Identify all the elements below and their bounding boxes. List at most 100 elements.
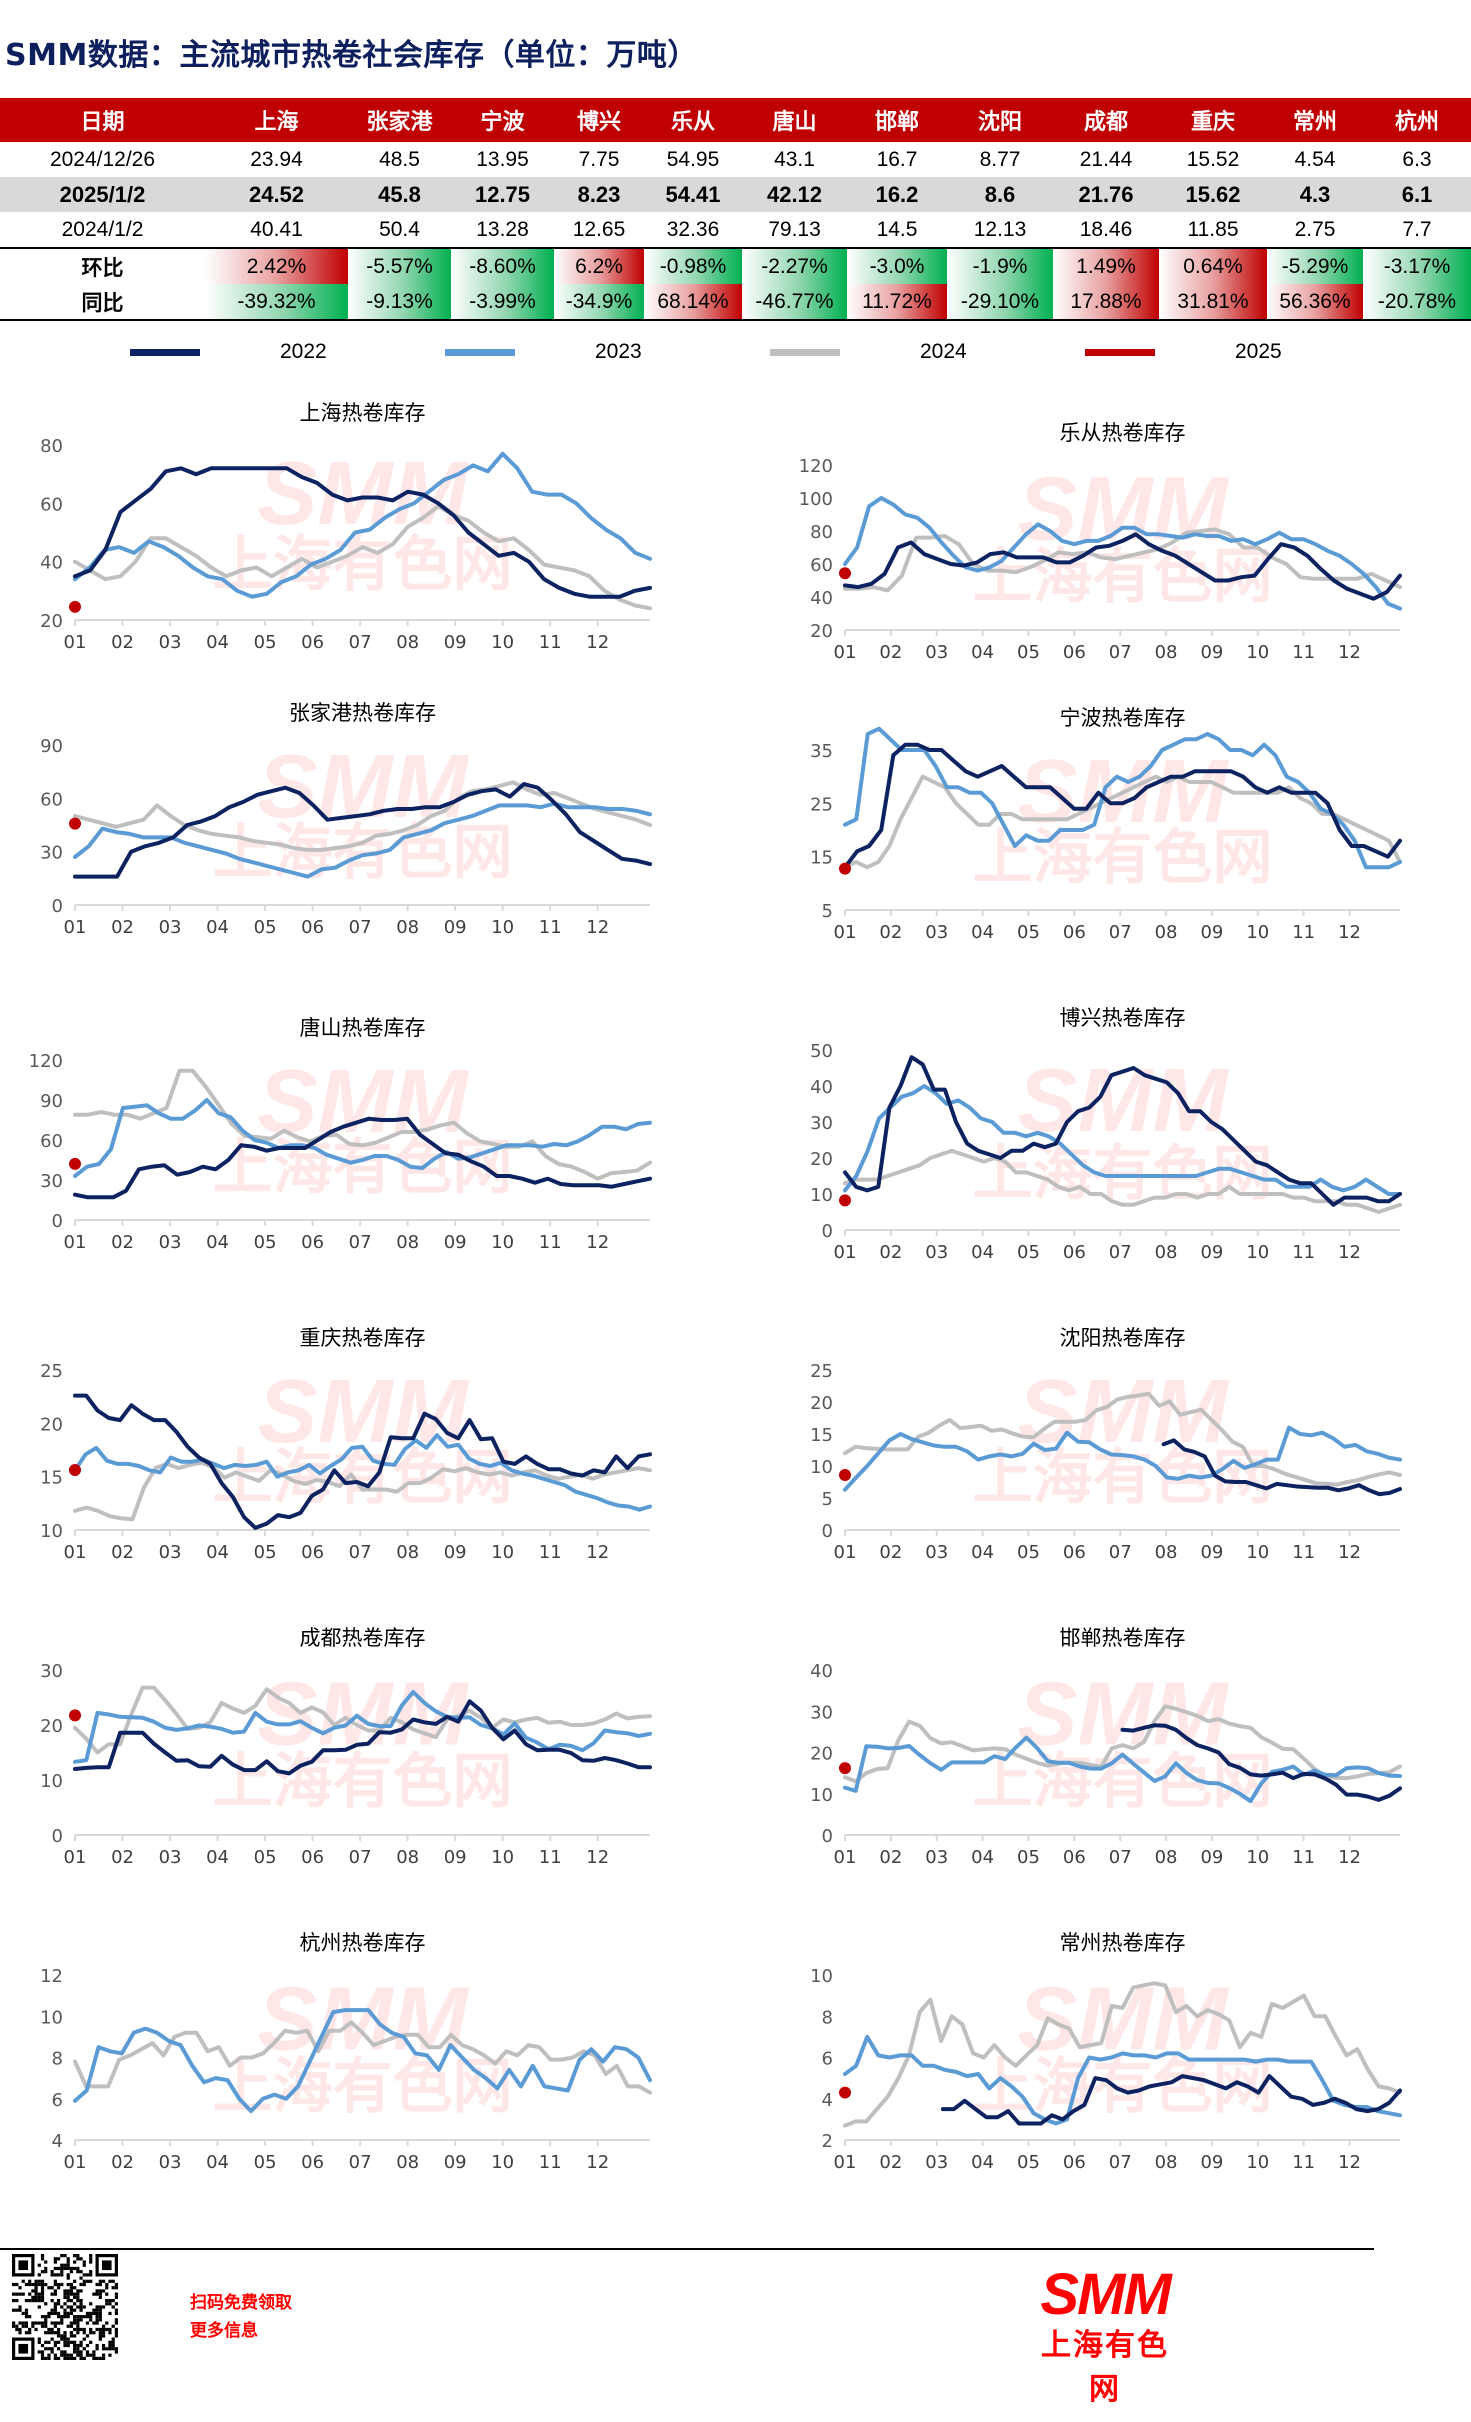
y-tick-label: 25 [40, 1361, 63, 1382]
legend-label: 2022 [280, 340, 327, 363]
x-tick-label: 04 [971, 922, 994, 943]
y-tick-label: 20 [40, 1716, 63, 1737]
x-tick-label: 11 [1292, 642, 1315, 663]
smm-logo: SMM 上海有色网 [1030, 2266, 1180, 2408]
watermark-cn: 上海有色网 [213, 2053, 513, 2120]
x-tick-label: 07 [349, 2152, 372, 2173]
column-header-city: 唐山 [742, 98, 847, 142]
series-line-2024 [73, 504, 652, 611]
table-row: 2025/1/2 24.52 45.8 12.75 8.23 54.41 42.12 16.2… [0, 177, 1471, 212]
x-tick-label: 06 [301, 1232, 324, 1253]
inventory-value: 6.1 [1363, 177, 1471, 212]
y-tick-label: 30 [40, 843, 63, 864]
inventory-value: 4.3 [1267, 177, 1363, 212]
series-point-2025 [839, 1468, 851, 1481]
series-line-2022 [73, 782, 652, 879]
change-value: 17.88% [1053, 284, 1159, 321]
x-tick-label: 01 [64, 1232, 87, 1253]
x-tick-label: 08 [396, 917, 419, 938]
y-tick-label: 15 [40, 1468, 63, 1489]
y-tick-label: 10 [810, 1785, 833, 1806]
y-tick-label: 120 [29, 1051, 63, 1072]
y-tick-label: 4 [52, 2131, 63, 2152]
y-tick-label: 20 [810, 1393, 833, 1414]
column-header-city: 杭州 [1363, 98, 1471, 142]
series-line-2024 [73, 1068, 652, 1181]
series-line-2024 [843, 1704, 1402, 1784]
legend-item-2023: 2023 [445, 340, 642, 364]
x-tick-label: 04 [206, 917, 229, 938]
column-header-city: 上海 [205, 98, 348, 142]
table-row: 2024/1/2 40.41 50.4 13.28 12.65 32.36 79.13 14.… [0, 212, 1471, 249]
chart-title: 成都热卷库存 [300, 1626, 426, 1650]
series-line-2022 [73, 466, 652, 599]
x-tick-label: 11 [1292, 1542, 1315, 1563]
x-tick-label: 09 [1200, 2152, 1223, 2173]
y-tick-label: 30 [810, 1113, 833, 1134]
x-tick-label: 11 [1292, 1242, 1315, 1263]
x-tick-label: 11 [539, 2152, 562, 2173]
y-tick-label: 90 [40, 736, 63, 757]
x-tick-label: 03 [159, 917, 182, 938]
x-tick-label: 12 [586, 1232, 609, 1253]
chart-1: 乐从热卷库存 SMM 上海有色网 20 40 60 80 100 120 01 02 03 04 05 06… [790, 415, 1410, 670]
series-line-2022 [73, 1116, 652, 1200]
series-line-2023 [843, 2034, 1402, 2126]
x-tick-label: 07 [349, 1847, 372, 1868]
x-tick-label: 02 [879, 1542, 902, 1563]
y-tick-label: 10 [810, 1966, 833, 1987]
x-tick-label: 10 [1246, 642, 1269, 663]
x-tick-label: 08 [1155, 1242, 1178, 1263]
x-tick-label: 08 [396, 2152, 419, 2173]
watermark-smm: SMM [258, 1664, 470, 1764]
table-header-row: 日期 上海 张家港 宁波 博兴 乐从 唐山 邯郸 沈阳 成都 重庆 常州 杭州 [0, 98, 1471, 142]
x-tick-label: 12 [586, 917, 609, 938]
y-tick-label: 40 [810, 1661, 833, 1682]
change-value: -3.17% [1363, 248, 1471, 284]
y-tick-label: 120 [799, 456, 833, 477]
x-tick-label: 10 [491, 917, 514, 938]
column-header-city: 张家港 [348, 98, 451, 142]
change-value: 11.72% [847, 284, 947, 321]
y-tick-label: 10 [40, 2007, 63, 2028]
chart-0: 上海热卷库存 SMM 上海有色网 20 40 60 80 01 02 03 04 05 06 07 08 09… [20, 395, 660, 660]
series-line-2024 [73, 1460, 652, 1522]
inventory-value: 8.77 [979, 147, 1021, 171]
y-tick-label: 0 [52, 1826, 63, 1847]
series-line-2024 [843, 774, 1402, 870]
x-tick-label: 12 [1338, 2152, 1361, 2173]
x-tick-label: 09 [444, 632, 467, 653]
x-tick-label: 03 [925, 1847, 948, 1868]
row-date: 2024/1/2 [0, 212, 205, 249]
y-tick-label: 6 [822, 2049, 833, 2070]
change-value: -2.27% [742, 248, 847, 284]
x-tick-label: 10 [1246, 1242, 1269, 1263]
x-tick-label: 06 [1063, 1847, 1086, 1868]
x-tick-label: 12 [586, 632, 609, 653]
series-line-2024 [73, 1685, 652, 1755]
inventory-value: 54.95 [666, 147, 720, 171]
x-tick-label: 07 [1109, 1242, 1132, 1263]
page-title: SMM数据：主流城市热卷社会库存（单位：万吨） [5, 38, 698, 73]
series-line-2022 [843, 532, 1402, 601]
inventory-value: 12.13 [947, 212, 1053, 249]
series-line-2024 [843, 1391, 1402, 1487]
y-tick-label: 5 [822, 901, 833, 922]
watermark-smm: SMM [258, 444, 470, 544]
column-header-city: 重庆 [1159, 98, 1267, 142]
yoy-change-row: 同比 -39.32% -9.13% -3.99% -34.9% 68.14% -46.77%… [0, 284, 1471, 321]
y-tick-label: 20 [810, 1149, 833, 1170]
watermark-cn: 上海有色网 [213, 819, 513, 886]
x-tick-label: 10 [491, 1847, 514, 1868]
x-tick-label: 08 [1155, 922, 1178, 943]
inventory-value: 18.46 [1053, 212, 1159, 249]
x-tick-label: 04 [206, 1542, 229, 1563]
x-tick-label: 04 [971, 1242, 994, 1263]
change-value: -46.77% [742, 284, 847, 321]
x-tick-label: 05 [1017, 642, 1040, 663]
x-tick-label: 10 [1246, 1847, 1269, 1868]
x-tick-label: 05 [1017, 2152, 1040, 2173]
x-tick-label: 01 [834, 1542, 857, 1563]
